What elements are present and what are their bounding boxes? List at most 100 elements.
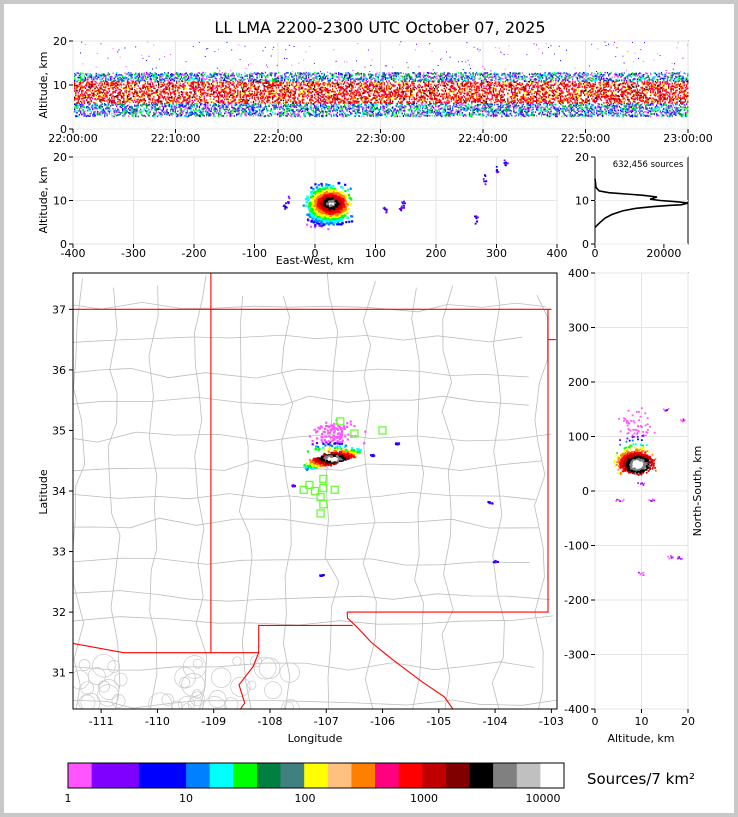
source-point [154, 92, 156, 94]
source-point [174, 86, 177, 89]
source-point [174, 89, 177, 92]
source-point [318, 87, 321, 90]
source-point [213, 74, 215, 76]
source-point [257, 98, 259, 101]
source-point [210, 74, 213, 77]
source-point [287, 113, 289, 115]
source-point [212, 74, 214, 76]
source-point [278, 101, 280, 103]
source-point [278, 84, 280, 86]
source-point [108, 90, 111, 92]
source-point [262, 74, 264, 76]
source-point [286, 109, 288, 112]
source-point [302, 107, 304, 110]
source-point [129, 87, 131, 90]
source-point [294, 72, 297, 75]
source-point [171, 73, 173, 76]
source-point [134, 92, 136, 95]
source-point [190, 91, 192, 93]
source-point [190, 111, 192, 114]
source-point [180, 108, 183, 110]
source-point [221, 99, 223, 101]
source-point [269, 74, 271, 76]
source-point [263, 82, 265, 84]
source-point [188, 112, 190, 115]
source-point [132, 115, 135, 117]
source-point [234, 96, 237, 98]
source-point [131, 87, 133, 89]
source-point [300, 105, 303, 108]
source-point [176, 115, 178, 118]
source-point [118, 84, 120, 86]
source-point [101, 112, 103, 115]
source-point [164, 96, 166, 99]
source-point [311, 73, 313, 75]
source-point [260, 114, 262, 117]
source-point [100, 107, 102, 110]
source-point [309, 72, 311, 74]
source-point [108, 73, 111, 76]
source-point [279, 84, 281, 86]
source-point [90, 76, 93, 79]
source-point [252, 76, 255, 78]
source-point [330, 77, 333, 80]
source-point [299, 75, 301, 78]
source-point [96, 100, 99, 103]
source-point [143, 86, 145, 88]
source-point [158, 74, 160, 76]
source-point [213, 113, 215, 116]
source-point [81, 97, 83, 100]
source-point [147, 92, 149, 94]
source-point [190, 74, 192, 76]
source-point [146, 103, 148, 105]
source-point [298, 93, 300, 95]
source-point [310, 113, 312, 116]
source-point [143, 103, 145, 105]
source-point [105, 84, 107, 86]
source-point [239, 59, 241, 60]
source-point [225, 107, 227, 109]
source-point [293, 95, 295, 97]
source-point [182, 78, 184, 81]
source-point [183, 83, 185, 85]
source-point [108, 108, 111, 110]
source-point [197, 109, 199, 112]
source-point [190, 114, 192, 116]
source-point [251, 94, 253, 96]
source-point [129, 101, 131, 104]
source-point [291, 82, 293, 84]
source-point [159, 80, 161, 82]
source-point [274, 100, 276, 103]
source-point [161, 75, 163, 77]
source-point [222, 74, 225, 76]
source-point [98, 74, 100, 77]
source-point [123, 100, 125, 103]
source-point [288, 77, 291, 79]
source-point [318, 80, 321, 82]
source-point [314, 72, 316, 74]
source-point [188, 103, 190, 106]
source-point [142, 110, 144, 112]
source-point [304, 95, 306, 97]
source-point [161, 79, 163, 81]
source-point [258, 75, 261, 77]
source-point [81, 86, 83, 88]
source-point [186, 99, 189, 102]
source-point [232, 96, 234, 98]
source-point [214, 104, 216, 107]
source-point [216, 89, 219, 92]
source-point [303, 98, 305, 101]
source-point [260, 92, 262, 94]
source-point [228, 93, 231, 95]
source-point [104, 111, 106, 113]
source-point [160, 86, 162, 88]
source-point [84, 87, 87, 89]
source-point [152, 115, 154, 117]
source-point [238, 44, 240, 46]
source-point [323, 101, 325, 103]
source-point [119, 78, 121, 81]
source-point [305, 84, 307, 87]
source-point [327, 86, 329, 88]
source-point [227, 106, 229, 109]
source-point [263, 87, 265, 89]
